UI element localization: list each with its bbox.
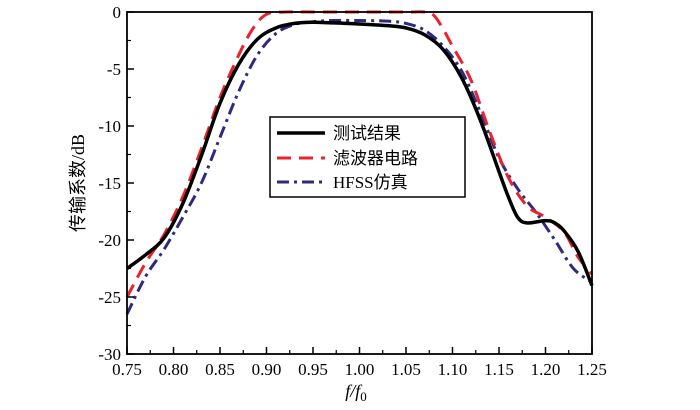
y-tick-label: -10 <box>98 117 121 136</box>
x-tick-label: 0.95 <box>298 360 328 379</box>
legend-label-hfss: HFSS仿真 <box>333 173 408 192</box>
series-hfss-line <box>125 18 593 315</box>
x-tick-label: 1.05 <box>391 360 421 379</box>
legend: 测试结果 滤波器电路 HFSS仿真 <box>269 116 466 198</box>
series-measured-line <box>125 20 594 287</box>
y-tick-label: 0 <box>113 3 122 22</box>
y-tick-label: -30 <box>98 345 121 364</box>
tick-labels: 0.75 0.80 0.85 0.90 0.95 1.00 1.05 1.10 1.15 1.20… <box>98 3 607 379</box>
series-circuit-line <box>125 10 594 298</box>
x-tick-label: 0.90 <box>252 360 282 379</box>
y-axis-title: 传输系数/dB <box>68 134 88 232</box>
y-tick-label: -20 <box>98 231 121 250</box>
legend-label-circuit: 滤波器电路 <box>333 149 418 168</box>
plot-lines <box>125 10 594 315</box>
x-tick-label: 0.85 <box>205 360 235 379</box>
x-tick-label: 1.00 <box>345 360 375 379</box>
x-tick-label: 1.25 <box>577 360 607 379</box>
x-tick-label: 0.80 <box>159 360 189 379</box>
y-tick-label: -25 <box>98 288 121 307</box>
axis-ticks <box>126 11 593 355</box>
legend-label-measured: 测试结果 <box>333 124 401 143</box>
x-tick-label: 1.15 <box>484 360 514 379</box>
x-tick-label: 1.10 <box>438 360 468 379</box>
y-tick-label: -5 <box>107 60 121 79</box>
y-tick-label: -15 <box>98 174 121 193</box>
x-axis-title: f/f0 <box>345 381 367 404</box>
x-tick-label: 1.20 <box>531 360 561 379</box>
x-tick-label: 0.75 <box>112 360 142 379</box>
x-axis-title-main: f/f <box>345 381 363 401</box>
x-axis-title-subscript: 0 <box>360 389 367 404</box>
